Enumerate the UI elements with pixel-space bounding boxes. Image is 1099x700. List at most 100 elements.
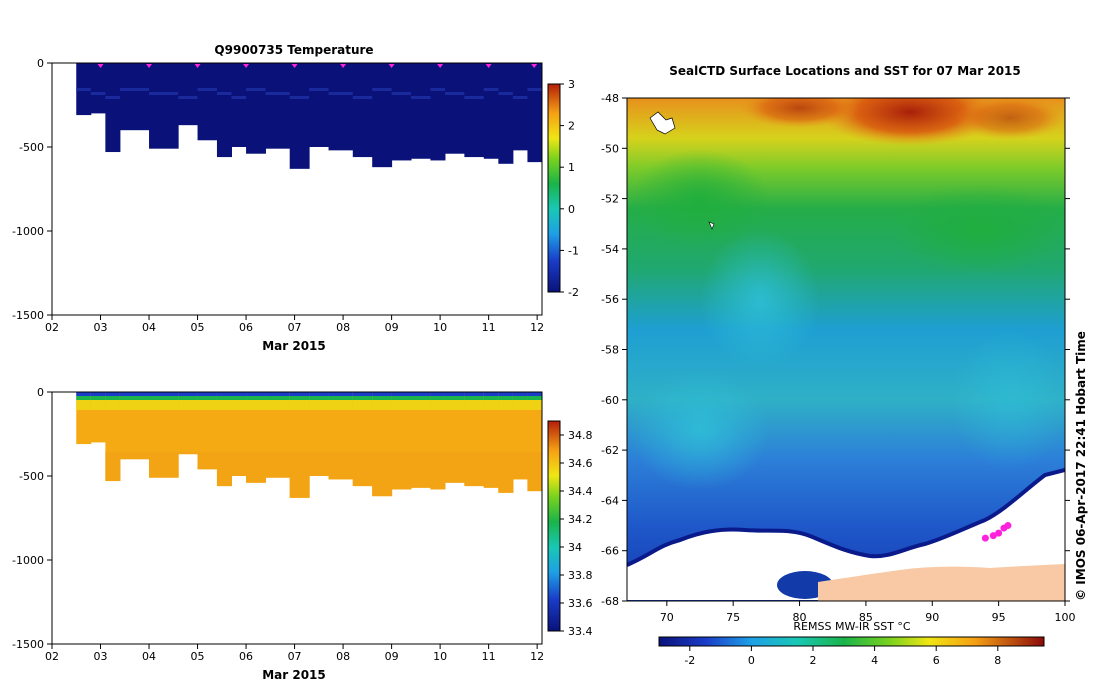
- lat-tick-label: -54: [601, 243, 619, 256]
- x-tick-label: 06: [239, 650, 253, 663]
- heard-island: [708, 221, 715, 230]
- salinity-mixed-layer: [483, 400, 499, 410]
- profile-marker: [485, 64, 492, 68]
- profile-marker: [531, 64, 538, 68]
- y-tick-label: 0: [37, 386, 44, 399]
- salinity-mixed-layer: [328, 400, 354, 410]
- salinity-surface-layer: [119, 396, 150, 400]
- y-tick-label: -500: [19, 470, 44, 483]
- salinity-surface-layer: [372, 396, 393, 400]
- temperature-profile-column: [483, 63, 499, 159]
- temperature-title: Q9900735 Temperature: [214, 43, 373, 57]
- temperature-layer: [265, 92, 291, 95]
- salinity-mixed-layer: [372, 400, 393, 410]
- temperature-profile-column: [265, 63, 291, 149]
- salinity-top-layer: [352, 392, 373, 396]
- x-tick-label: 03: [94, 650, 108, 663]
- salinity-deep-layer: [430, 452, 446, 490]
- salinity-surface-layer: [391, 396, 412, 400]
- salinity-top-layer: [178, 392, 199, 396]
- salinity-top-layer: [90, 392, 106, 396]
- colorbar-tick-label: 34.2: [568, 513, 593, 526]
- salinity-top-layer: [391, 392, 412, 396]
- colorbar-tick-label: 34.4: [568, 485, 593, 498]
- salinity-top-layer: [246, 392, 266, 396]
- sst-colorbar-tick-label: 8: [994, 654, 1001, 667]
- temperature-layer: [231, 96, 247, 99]
- profile-marker: [243, 64, 250, 68]
- salinity-mixed-layer: [178, 400, 199, 410]
- temperature-layer: [527, 88, 543, 91]
- colorbar-tick-label: -2: [568, 286, 579, 299]
- temperature-profile-column: [309, 63, 330, 147]
- temperature-colorbar-ticks: 3 2 1 0 -1 -2: [560, 78, 579, 299]
- salinity-deep-layer: [512, 452, 528, 480]
- lat-tick-label: -56: [601, 293, 619, 306]
- sst-map-panel: SealCTD Surface Locations and SST for 07…: [601, 64, 1088, 667]
- salinity-deep-layer: [289, 452, 310, 498]
- salinity-surface-layer: [483, 396, 499, 400]
- salinity-mixed-layer: [90, 400, 106, 410]
- temperature-layer: [246, 88, 266, 91]
- salinity-surface-layer: [246, 396, 266, 400]
- warm-core: [820, 98, 1000, 146]
- salinity-deep-layer: [119, 452, 150, 460]
- temperature-profile-column: [430, 63, 446, 161]
- salinity-deep-layer: [464, 452, 485, 487]
- temperature-profile-column: [391, 63, 412, 161]
- warm-patch: [740, 98, 860, 128]
- lat-tick-label: -48: [601, 92, 619, 105]
- temperature-colorbar: [547, 83, 561, 293]
- cyan-patch-east: [950, 330, 1065, 470]
- profile-marker: [388, 64, 395, 68]
- salinity-top-layer: [464, 392, 485, 396]
- salinity-deep-layer: [411, 452, 431, 488]
- salinity-top-layer: [328, 392, 354, 396]
- salinity-top-layer: [119, 392, 150, 396]
- green-patch: [630, 150, 770, 250]
- salinity-top-layer: [444, 392, 465, 396]
- colorbar-tick-label: 0: [568, 203, 575, 216]
- temperature-profile-column: [328, 63, 354, 151]
- temperature-panel: Q9900735 Temperature 02 03 04 05 06 07 08 09 10 1…: [12, 43, 579, 353]
- profile-marker: [291, 64, 298, 68]
- y-tick-label: -1500: [12, 309, 44, 322]
- salinity-surface-layer: [76, 396, 92, 400]
- lon-tick-label: 100: [1055, 611, 1076, 624]
- salinity-deep-layer: [372, 452, 393, 497]
- x-tick-label: 09: [385, 321, 399, 334]
- salinity-mixed-layer: [105, 400, 121, 410]
- temperature-layer: [498, 92, 514, 95]
- y-tick-label: 0: [37, 57, 44, 70]
- temperature-profile-column: [444, 63, 465, 154]
- salinity-deep-layer: [105, 452, 121, 482]
- salinity-surface-layer: [464, 396, 485, 400]
- y-tick-label: -1000: [12, 225, 44, 238]
- seal-location-point: [1004, 522, 1012, 530]
- salinity-deep-layer: [246, 452, 266, 483]
- x-tick-label: 10: [433, 321, 447, 334]
- x-tick-label: 07: [288, 650, 302, 663]
- salinity-surface-layer: [197, 396, 218, 400]
- sst-colorbar-tick-label: -2: [684, 654, 695, 667]
- salinity-surface-layer: [498, 396, 514, 400]
- salinity-mixed-layer: [444, 400, 465, 410]
- y-tick-label: -500: [19, 141, 44, 154]
- salinity-top-layer: [527, 392, 543, 396]
- temperature-layer: [178, 96, 199, 99]
- salinity-surface-layer: [231, 396, 247, 400]
- lat-tick-label: -58: [601, 344, 619, 357]
- temperature-profile-column: [231, 63, 247, 147]
- lat-tick-label: -66: [601, 545, 619, 558]
- temperature-profile-column: [90, 63, 106, 114]
- x-tick-label: 11: [482, 321, 496, 334]
- lon-tick-label: 85: [859, 611, 873, 624]
- salinity-deep-layer: [352, 452, 373, 487]
- salinity-surface-layer: [352, 396, 373, 400]
- temperature-layer: [197, 88, 218, 91]
- lat-tick-label: -68: [601, 595, 619, 608]
- x-tick-label: 02: [45, 650, 59, 663]
- salinity-deep-layer: [328, 452, 354, 480]
- x-tick-label: 07: [288, 321, 302, 334]
- salinity-deep-layer: [391, 452, 412, 490]
